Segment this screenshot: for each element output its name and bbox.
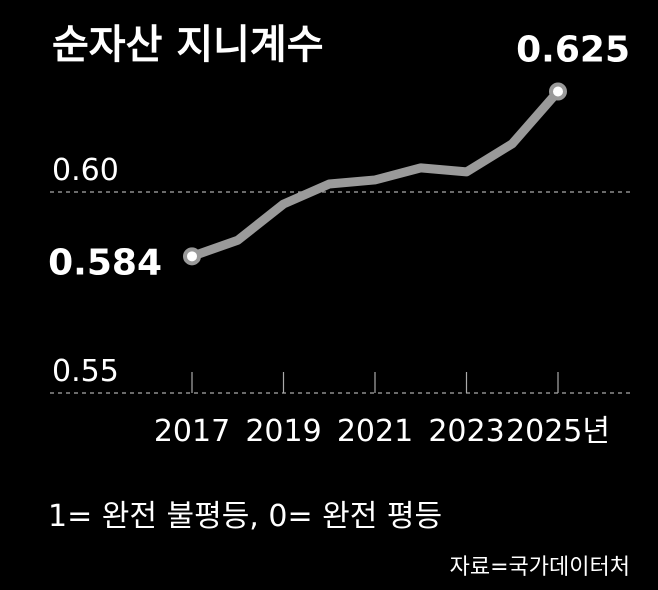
x-tick-label: 2019 <box>245 414 321 449</box>
line <box>187 87 563 261</box>
value-label: 0.625 <box>516 30 630 71</box>
value-label: 0.584 <box>48 242 162 283</box>
chart-title: 순자산 지니계수 <box>52 22 324 68</box>
x-tick-label: 2017 <box>154 414 230 449</box>
marker <box>549 82 567 101</box>
x-tick-label: 2021 <box>337 414 413 449</box>
x-tick-label: 2025년 <box>506 414 610 449</box>
y-tick-label: 0.60 <box>52 153 119 188</box>
marker <box>183 247 201 266</box>
source: 자료=국가데이터처 <box>450 555 630 580</box>
x-tick-label: 2023 <box>428 414 504 449</box>
y-tick-label: 0.55 <box>52 354 119 389</box>
note: 1= 완전 불평등, 0= 완전 평등 <box>48 499 442 534</box>
